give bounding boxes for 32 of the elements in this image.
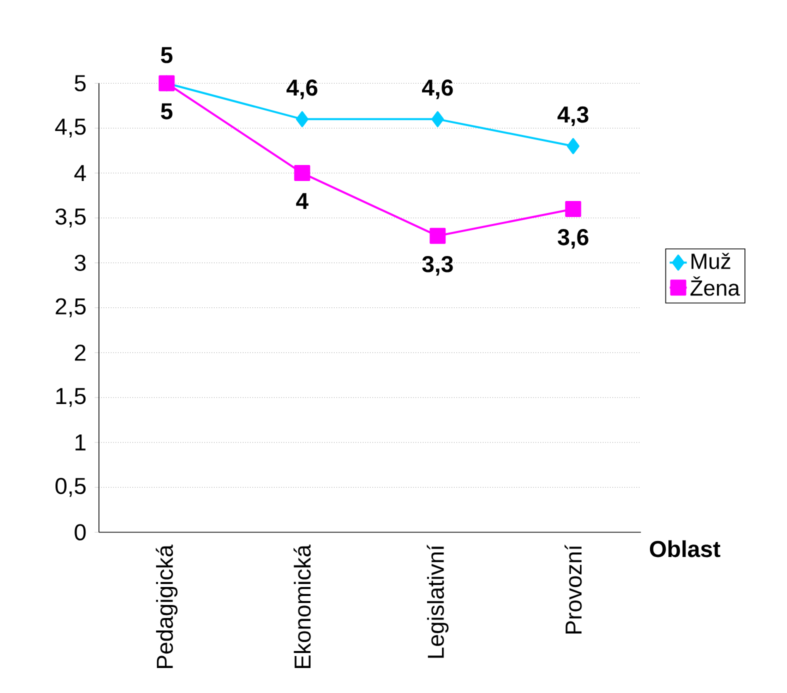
point	[566, 138, 580, 154]
data-label: 3,6	[558, 229, 588, 249]
data-label: 5	[160, 47, 172, 64]
y-tick-label: 2	[74, 344, 86, 361]
y-tick-label: 0,5	[56, 478, 86, 497]
x-tick-label: Provozní	[564, 544, 582, 634]
y-tick-label: 1	[76, 434, 86, 450]
point	[294, 165, 310, 182]
point	[430, 228, 446, 244]
point	[565, 200, 582, 217]
data-label: 4,6	[286, 79, 318, 100]
data-label: 5	[160, 103, 172, 120]
data-label: 4,6	[422, 79, 453, 100]
point	[296, 111, 308, 128]
y-tick-label: 4,5	[55, 118, 86, 138]
y-tick-label: 0	[74, 524, 86, 540]
data-label: 4,3	[558, 106, 588, 126]
y-tick-label: 2,5	[56, 298, 86, 318]
x-tick-label: Pedagigická	[156, 544, 178, 668]
y-tick-label: 4	[74, 165, 86, 181]
y-tick-label: 5	[74, 75, 86, 92]
data-label: 3,3	[422, 256, 453, 276]
y-tick-label: 3	[74, 254, 86, 271]
y-tick-label: 3,5	[55, 208, 86, 228]
y-tick-label: 1,5	[56, 388, 86, 407]
legend-label: Muž	[692, 252, 730, 270]
x-axis-title: Oblast	[650, 540, 720, 558]
data-label: 4	[296, 193, 308, 209]
point	[431, 111, 444, 128]
legend-label: Žena	[690, 276, 740, 296]
x-tick-label: Ekonomická	[294, 544, 311, 668]
x-tick-label: Legislativní	[426, 544, 449, 658]
